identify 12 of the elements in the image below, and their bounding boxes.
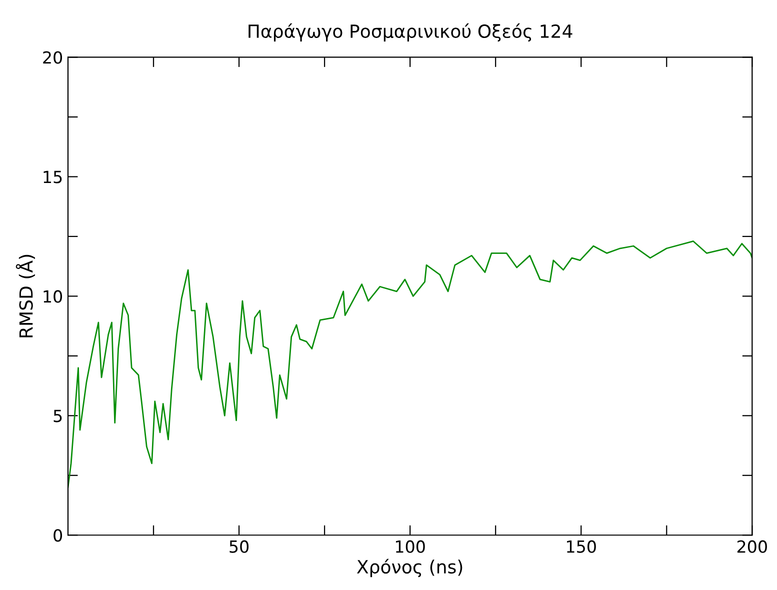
y-tick-label: 10 [44,290,62,303]
y-tick-label: 5 [54,410,62,422]
x-axis-title: Χρόνος (ns) [356,558,462,578]
y-tick-label: 0 [54,529,62,542]
y-axis-title: RMSD (Å) [16,254,35,338]
x-tick-label: 100 [396,540,425,553]
chart-title: Παράγωγο Ροσμαρινικού Οξεός 124 [248,23,572,42]
x-tick-label: 200 [737,540,767,553]
y-tick-label: 15 [44,170,62,184]
x-tick-label: 150 [567,540,596,553]
y-tick-label: 20 [43,51,62,64]
x-tick-label: 50 [230,540,249,553]
